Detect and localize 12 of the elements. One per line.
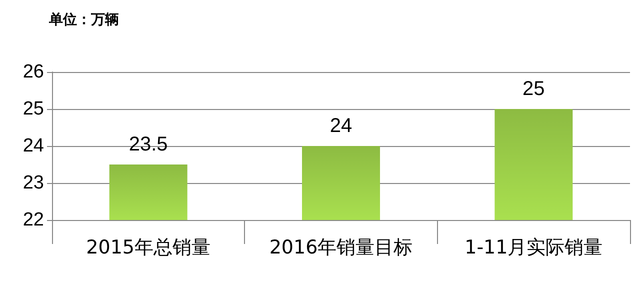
y-tick-label: 22: [22, 210, 44, 230]
y-tick-label: 23: [22, 172, 44, 194]
x-tick-label: 2016年销量目标: [269, 236, 413, 258]
x-tick-label: 2015年总销量: [86, 236, 211, 258]
y-tick-label: 25: [22, 98, 44, 120]
data-label: 23.5: [128, 134, 168, 156]
y-tick-label: 24: [22, 136, 44, 156]
chart-title: 单位：万辆: [48, 12, 119, 28]
y-tick-label: 26: [22, 62, 44, 82]
x-tick-label: 1-11月实际销量: [464, 236, 603, 258]
data-label: 24: [330, 115, 352, 137]
data-label: 25: [522, 78, 545, 100]
